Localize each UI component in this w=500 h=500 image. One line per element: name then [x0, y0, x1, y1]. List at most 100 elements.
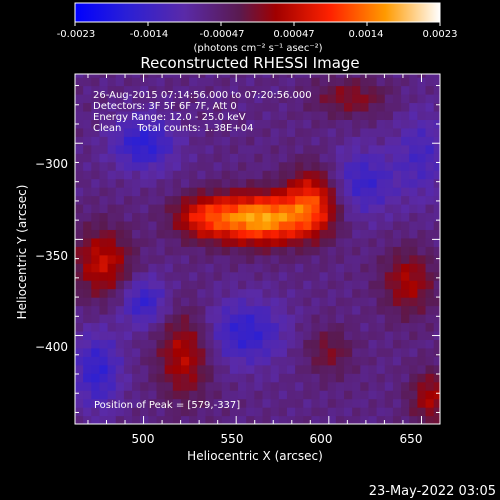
heatmap-cell [123, 356, 133, 366]
heatmap-cell [107, 153, 117, 163]
heatmap-cell [156, 119, 166, 129]
heatmap-cell [344, 110, 353, 120]
heatmap-cell [83, 398, 92, 408]
heatmap-cell [433, 246, 440, 256]
heatmap-cell [75, 364, 84, 374]
heatmap-cell [221, 407, 231, 417]
heatmap-cell [107, 373, 117, 383]
heatmap-cell [262, 288, 272, 298]
heatmap-cell [115, 297, 125, 307]
heatmap-cell [262, 381, 272, 391]
heatmap-cell [401, 127, 410, 137]
heatmap-cell [75, 204, 84, 214]
heatmap-cell [156, 364, 166, 374]
heatmap-cell [189, 280, 198, 290]
heatmap-cell [164, 178, 174, 188]
heatmap-cell [376, 77, 386, 87]
heatmap-cell [132, 94, 141, 104]
heatmap-cell [229, 204, 239, 214]
heatmap-cell [229, 237, 239, 247]
heatmap-cell [229, 119, 239, 129]
heatmap-cell [254, 178, 264, 188]
heatmap-cell [384, 390, 394, 400]
heatmap-cell [360, 407, 370, 417]
heatmap-cell [213, 220, 223, 230]
heatmap-cell [295, 195, 304, 205]
heatmap-cell [368, 297, 378, 307]
heatmap-cell [384, 322, 394, 332]
heatmap-cell [115, 136, 125, 146]
heatmap-cell [303, 136, 313, 146]
heatmap-cell [352, 246, 361, 256]
heatmap-cell [238, 339, 247, 349]
heatmap-cell [140, 314, 149, 324]
heatmap-cell [352, 229, 361, 239]
heatmap-cell [107, 263, 117, 273]
heatmap-cell [140, 195, 149, 205]
heatmap-cell [286, 330, 296, 340]
heatmap-cell [246, 305, 255, 315]
heatmap-cell [148, 347, 158, 357]
heatmap-cell [164, 390, 174, 400]
heatmap-cell [140, 77, 149, 87]
heatmap-cell [132, 85, 141, 95]
heatmap-cell [221, 364, 231, 374]
heatmap-cell [303, 381, 313, 391]
heatmap-cell [401, 415, 410, 424]
heatmap-cell [327, 246, 337, 256]
heatmap-cell [254, 246, 264, 256]
heatmap-cell [417, 271, 427, 281]
heatmap-cell [303, 102, 313, 112]
heatmap-cell [132, 229, 141, 239]
heatmap-cell [83, 178, 92, 188]
heatmap-cell [433, 407, 440, 417]
heatmap-cell [221, 263, 231, 273]
heatmap-cell [221, 297, 231, 307]
heatmap-cell [311, 271, 321, 281]
heatmap-cell [172, 77, 182, 87]
heatmap-cell [425, 305, 435, 315]
heatmap-cell [132, 347, 141, 357]
heatmap-cell [246, 415, 255, 424]
heatmap-cell [401, 195, 410, 205]
heatmap-cell [352, 322, 361, 332]
heatmap-cell [115, 102, 125, 112]
heatmap-cell [311, 305, 321, 315]
heatmap-cell [140, 187, 149, 197]
heatmap-cell [180, 254, 190, 264]
heatmap-cell [221, 136, 231, 146]
heatmap-cell [327, 136, 337, 146]
heatmap-cell [238, 195, 247, 205]
heatmap-cell [172, 330, 182, 340]
y-axis-label: Heliocentric Y (arcsec) [15, 185, 29, 320]
annotation-clean-counts: Clean Total counts: 1.38E+04 [93, 123, 253, 134]
heatmap-cell [270, 144, 280, 154]
heatmap-cell [401, 187, 410, 197]
heatmap-cell [83, 77, 92, 87]
heatmap-cell [140, 178, 149, 188]
heatmap-cell [286, 119, 296, 129]
heatmap-cell [91, 297, 101, 307]
heatmap-cell [327, 110, 337, 120]
heatmap-cell [91, 280, 101, 290]
heatmap-cell [425, 170, 435, 180]
heatmap-cell [91, 271, 101, 281]
heatmap-cell [311, 390, 321, 400]
heatmap-cell [197, 246, 207, 256]
heatmap-cell [246, 398, 255, 408]
heatmap-cell [75, 110, 84, 120]
heatmap-cell [376, 119, 386, 129]
heatmap-cell [197, 288, 207, 298]
heatmap-cell [352, 144, 361, 154]
heatmap-cell [246, 263, 255, 273]
heatmap-cell [352, 415, 361, 424]
heatmap-cell [327, 77, 337, 87]
heatmap-cell [254, 161, 264, 171]
heatmap-cell [360, 356, 370, 366]
heatmap-cell [75, 144, 84, 154]
heatmap-cell [148, 161, 158, 171]
heatmap-cell [417, 136, 427, 146]
heatmap-cell [197, 297, 207, 307]
heatmap-cell [262, 356, 272, 366]
heatmap-cell [197, 390, 207, 400]
